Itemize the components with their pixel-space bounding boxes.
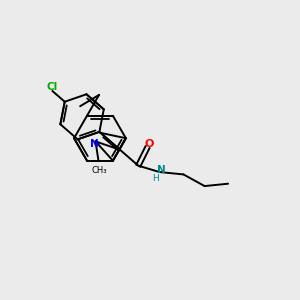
Text: CH₃: CH₃ [91,166,107,175]
Text: Cl: Cl [47,82,58,92]
Text: O: O [144,139,154,149]
Text: N: N [90,139,98,149]
Text: N: N [157,165,165,175]
Text: H: H [152,174,159,183]
